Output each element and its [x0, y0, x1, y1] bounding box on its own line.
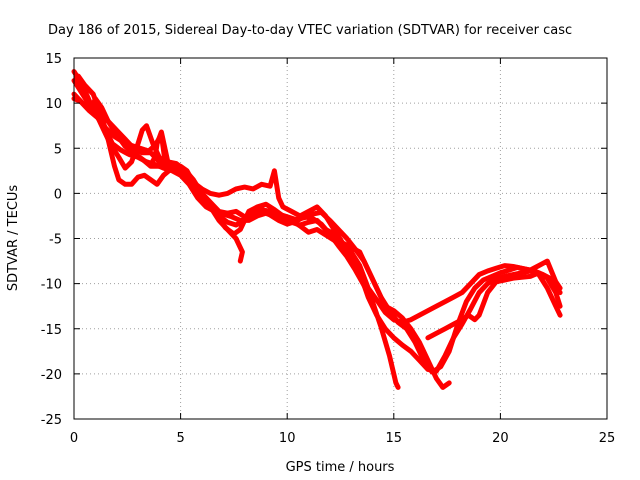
series-layer [71, 69, 563, 390]
y-tick-label: -15 [41, 323, 62, 338]
series-track-3 [71, 96, 563, 374]
x-tick-label: 25 [599, 431, 616, 446]
series-track-7 [148, 129, 171, 167]
x-tick-label: 10 [279, 431, 296, 446]
x-tick-label: 5 [176, 431, 184, 446]
x-tick-label: 20 [492, 431, 509, 446]
x-axis-label: GPS time / hours [286, 460, 395, 475]
series-track-5 [73, 75, 401, 390]
ticks [73, 57, 608, 420]
y-tick-label: 15 [45, 52, 62, 67]
y-tick-label: 10 [45, 97, 62, 112]
y-tick-label: 0 [54, 187, 62, 202]
y-axis-label: SDTVAR / TECUs [6, 185, 21, 292]
series-track-8 [425, 270, 563, 341]
x-tick-labels: 0 5 10 15 20 25 [70, 431, 615, 446]
series-track-2 [71, 91, 563, 375]
y-tick-label: -10 [41, 278, 62, 293]
series-track-6 [75, 73, 452, 390]
y-tick-label: -25 [41, 413, 62, 428]
x-tick-label: 0 [70, 431, 78, 446]
y-tick-label: -20 [41, 368, 62, 383]
chart-title: Day 186 of 2015, Sidereal Day-to-day VTE… [48, 23, 572, 38]
y-tick-label: -5 [49, 233, 62, 248]
y-tick-label: 5 [54, 142, 62, 157]
y-tick-labels: -25 -20 -15 -10 -5 0 5 10 15 [41, 52, 62, 428]
x-tick-label: 15 [386, 431, 403, 446]
grid [74, 58, 607, 419]
